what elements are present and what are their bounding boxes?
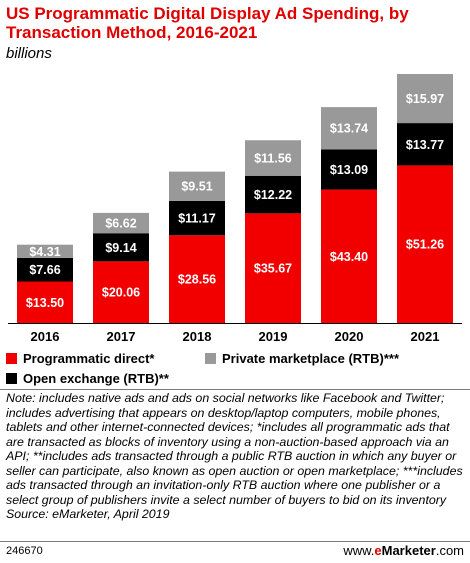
bar-segment — [93, 212, 149, 234]
legend-swatch-red — [6, 353, 17, 364]
bar-segment — [245, 175, 301, 214]
brand-main: Marketer — [381, 543, 436, 558]
data-label: $6.62 — [105, 217, 136, 231]
data-label: $13.50 — [26, 296, 64, 310]
source-text: Source: eMarketer, April 2019 — [6, 507, 170, 521]
bar-segment — [397, 165, 453, 323]
data-label: $9.14 — [105, 241, 136, 255]
legend-label: Private marketplace (RTB)*** — [222, 351, 400, 366]
bar-segment — [397, 123, 453, 166]
data-label: $28.56 — [178, 273, 216, 287]
data-label: $13.74 — [330, 122, 368, 136]
data-label: $15.97 — [406, 92, 444, 106]
stacked-bar-chart: $13.50 $7.66 $4.31 2016 $20.06 $9.14 $6.62 2017… — [8, 74, 462, 344]
brand-e: e — [374, 543, 382, 558]
x-tick-label: 2018 — [183, 329, 212, 344]
bar-segment — [321, 107, 377, 150]
legend-label: Programmatic direct* — [23, 351, 155, 366]
data-label: $13.77 — [406, 138, 444, 152]
brand-prefix: www. — [343, 543, 375, 558]
data-label: $12.22 — [254, 188, 292, 202]
bar-segment — [169, 171, 225, 201]
x-tick-label: 2017 — [107, 329, 136, 344]
data-label: $35.67 — [254, 262, 292, 276]
x-tick-label: 2019 — [259, 329, 288, 344]
bar-segment — [17, 257, 73, 282]
data-label: $20.06 — [102, 286, 140, 300]
bar-segment — [245, 140, 301, 176]
bar-segment — [169, 235, 225, 323]
bar-segment — [321, 149, 377, 190]
legend-label: Open exchange (RTB)** — [23, 371, 169, 386]
brand-link[interactable]: www.eMarketer.com — [343, 543, 464, 558]
x-tick-label: 2020 — [335, 329, 364, 344]
bar-segment — [17, 281, 73, 323]
chart-subtitle: billions — [6, 45, 52, 62]
data-label: $4.31 — [29, 245, 60, 259]
bar-segment — [169, 200, 225, 236]
divider — [0, 541, 470, 542]
legend-item-programmatic-direct: Programmatic direct* — [6, 351, 155, 366]
note-text: Note: includes native ads and ads on soc… — [6, 391, 463, 507]
x-tick-label: 2021 — [411, 329, 440, 344]
chart-id: 246670 — [6, 545, 43, 557]
data-label: $51.26 — [406, 238, 444, 252]
bar-segment — [245, 213, 301, 323]
bar-segment — [321, 189, 377, 323]
x-tick-label: 2016 — [31, 329, 60, 344]
chart-title: US Programmatic Digital Display Ad Spend… — [6, 4, 409, 42]
legend-swatch-black — [6, 373, 17, 384]
bar-segment — [17, 244, 73, 258]
data-label: $7.66 — [29, 263, 60, 277]
data-label: $11.56 — [254, 152, 292, 166]
data-label: $9.51 — [181, 180, 212, 194]
footnote: Note: includes native ads and ads on soc… — [6, 391, 466, 522]
divider — [0, 389, 470, 390]
legend-swatch-gray — [205, 353, 216, 364]
legend-item-private-marketplace: Private marketplace (RTB)*** — [205, 351, 399, 366]
brand-suffix: .com — [435, 543, 464, 558]
bar-segment — [93, 233, 149, 262]
data-label: $43.40 — [330, 250, 368, 264]
bar-segment — [397, 74, 453, 124]
data-label: $11.17 — [178, 212, 216, 226]
data-label: $13.09 — [330, 163, 368, 177]
bar-segment — [93, 261, 149, 323]
legend-item-open-exchange: Open exchange (RTB)** — [6, 371, 169, 386]
